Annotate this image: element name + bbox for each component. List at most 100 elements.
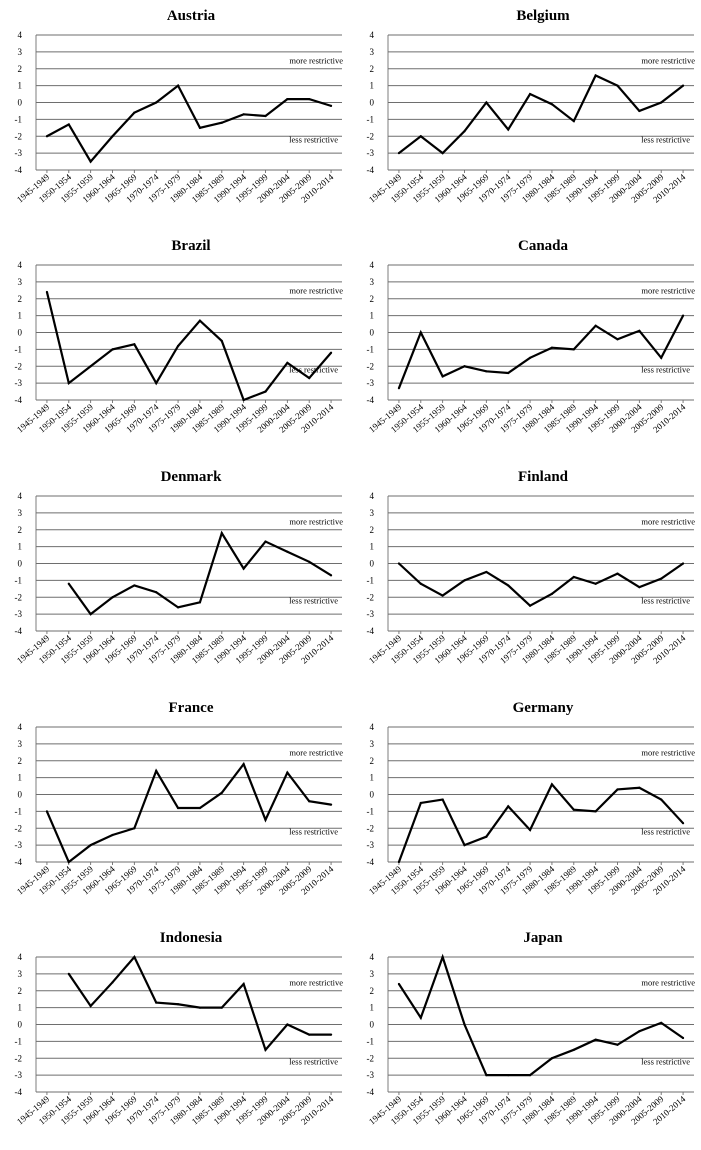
y-tick-label: 3 [18,47,23,57]
data-point [397,387,401,390]
chart-title: Germany [513,700,574,716]
y-tick-label: 0 [18,1020,23,1030]
data-point [441,594,444,597]
y-tick-label: -2 [367,592,375,602]
data-point [572,348,575,351]
series-line-japan [398,953,684,1077]
y-tick-label: 3 [370,508,375,518]
data-point [155,591,158,594]
data-point [463,844,466,847]
data-point [89,844,92,847]
data-point [550,1057,554,1060]
y-tick-label: 4 [370,260,375,270]
data-point [572,575,575,579]
data-point [220,791,223,794]
data-point [660,577,663,580]
y-tick-label: 2 [370,64,375,74]
chart-title: Brazil [171,238,210,254]
data-point [397,152,401,155]
chart-panel-indonesia: Indonesia -4 -3 -2 -1 0 1 2 3 4 1945-1949 1950-1954… [4,924,349,1150]
data-point [660,101,663,104]
y-tick-label: -3 [15,840,23,850]
data-point [176,806,180,810]
y-tick-label: -3 [15,1070,23,1080]
data-point [242,398,245,402]
data-point [111,833,114,837]
data-point [419,1016,422,1019]
y-tick-label: -3 [15,148,23,158]
data-point [550,346,554,349]
data-point [264,818,267,821]
data-point [638,329,641,332]
y-tick-label: 0 [18,790,23,800]
chart-svg-belgium: Belgium-4-3-2-1012341945-19491950-195419… [367,8,696,205]
y-tick-label: 1 [370,773,375,783]
y-tick-label: 1 [18,1003,23,1013]
y-tick-label: -4 [15,1087,23,1097]
y-tick-label: 0 [18,559,23,569]
chart-panel-finland: Finland -4 -3 -2 -1 0 1 2 3 4 1945-1949 1950-1954 19… [356,463,701,689]
data-point [441,955,444,959]
chart-panel-germany: Germany -4 -3 -2 -1 0 1 2 3 4 1945-1949 1950-1954 19… [356,694,701,920]
y-tick-label: 4 [18,260,23,270]
chart-panel-belgium: Belgium -4 -3 -2 -1 0 1 2 3 4 1945-1949 1950-1954 19… [356,2,701,228]
y-tick-label: 3 [18,739,23,749]
data-point [67,382,70,385]
data-point [528,604,532,607]
data-point [264,390,267,393]
data-point [329,104,333,107]
data-point [572,119,575,123]
annotation-less-restrictive: less restrictive [289,827,338,837]
y-tick-label: 0 [370,98,375,108]
y-tick-label: 2 [18,525,23,535]
data-point [67,123,70,126]
chart-panel-austria: Austria -4 -3 -2 -1 0 1 2 3 4 1945-1949 1950-1954 19… [4,2,349,228]
y-tick-label: -2 [367,823,375,833]
data-point [264,114,267,118]
y-tick-label: -1 [15,575,23,585]
y-tick-label: -1 [367,806,375,816]
y-tick-label: 0 [18,328,23,338]
y-tick-label: 1 [370,311,375,321]
data-point [550,103,554,106]
data-point [242,567,245,570]
data-point [264,1048,267,1051]
annotation-less-restrictive: less restrictive [289,135,338,145]
data-point [286,550,289,553]
data-point [176,606,180,609]
data-point [485,101,488,104]
annotation-less-restrictive: less restrictive [641,1057,690,1067]
data-point [594,1038,597,1041]
data-point [308,98,311,101]
chart-svg-japan: Japan-4-3-2-1012341945-19491950-19541955… [367,930,696,1127]
data-point [329,1033,333,1036]
y-tick-label: 1 [18,311,23,321]
y-tick-label: 4 [370,952,375,962]
data-point [681,314,685,317]
y-tick-label: -3 [367,1070,375,1080]
data-point [441,375,444,378]
y-tick-label: 1 [18,773,23,783]
y-tick-label: 1 [370,81,375,91]
y-tick-label: -3 [15,378,23,388]
y-tick-label: 3 [18,277,23,287]
data-point [660,798,663,801]
y-tick-label: -1 [15,806,23,816]
chart-svg-finland: Finland-4-3-2-1012341945-19491950-195419… [367,469,696,666]
y-tick-label: 2 [18,294,23,304]
y-tick-label: 2 [18,756,23,766]
y-tick-label: 0 [370,1020,375,1030]
data-point [198,319,202,322]
data-point [419,582,422,585]
y-tick-label: -1 [15,344,23,354]
data-point [485,370,488,373]
data-point [638,1030,641,1033]
data-point [528,92,532,96]
data-point [220,1006,223,1009]
y-tick-label: -2 [367,131,375,141]
data-point [308,1033,311,1036]
chart-panel-france: France -4 -3 -2 -1 0 1 2 3 4 1945-1949 1950-1954 195… [4,694,349,920]
data-point [463,365,466,368]
y-tick-label: 3 [18,508,23,518]
data-point [419,135,422,138]
